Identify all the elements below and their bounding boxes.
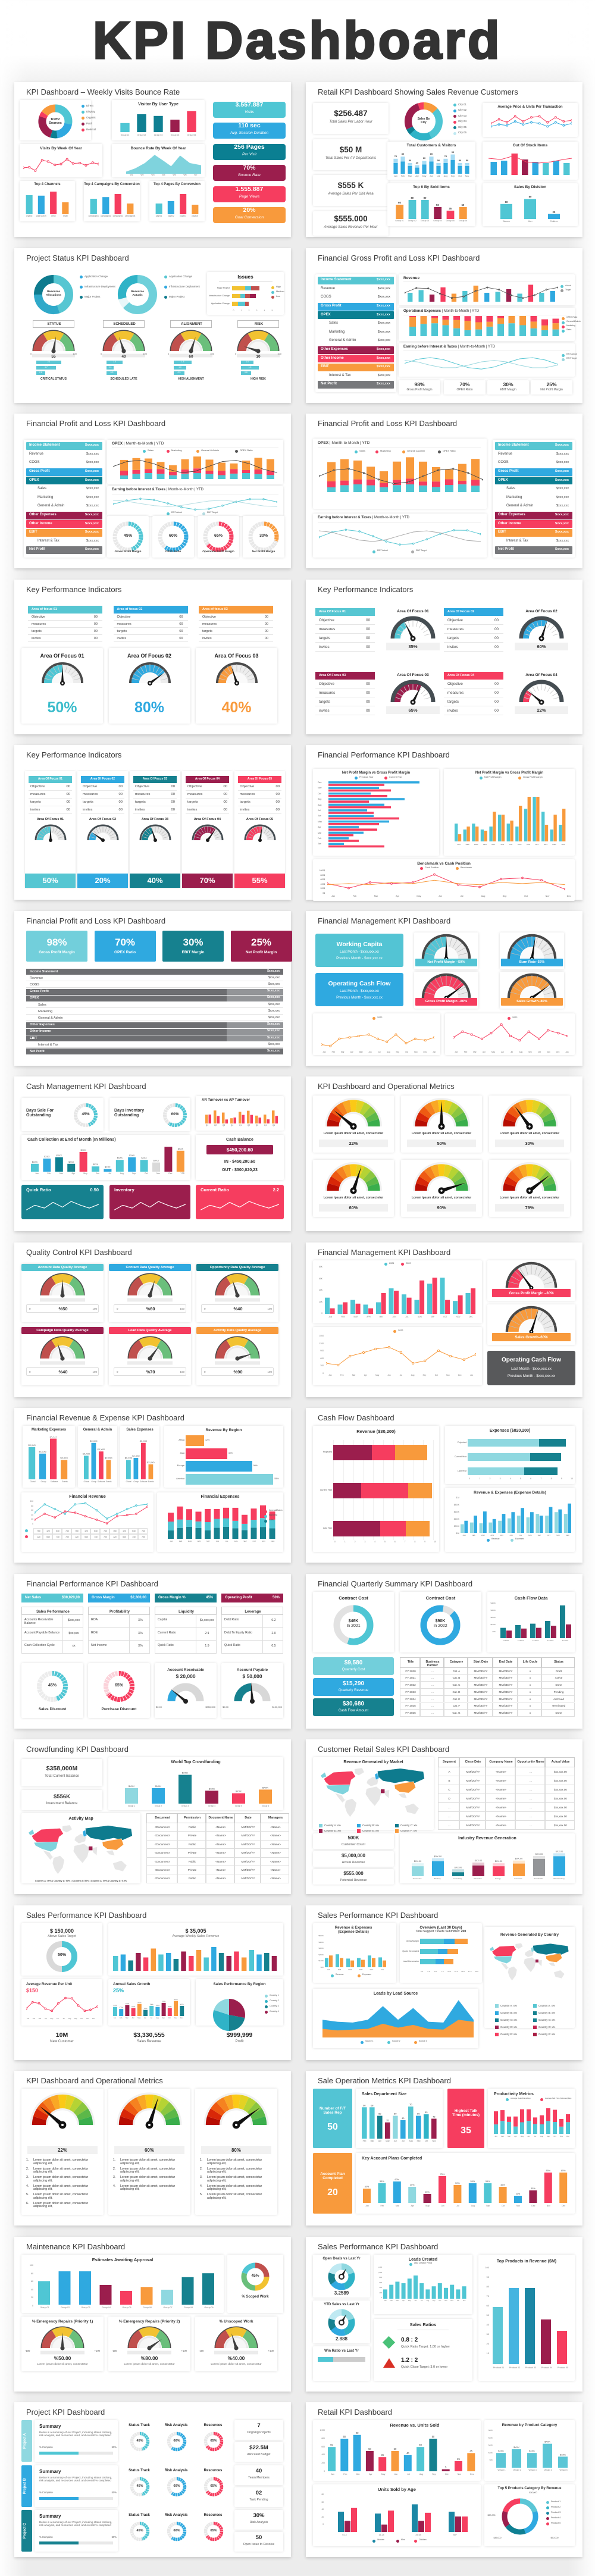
svg-text:$XXX: $XXX [105,1166,111,1169]
svg-text:$XXK: $XXK [262,1786,269,1789]
svg-text:$XXK: $XXK [544,2441,550,2443]
svg-text:XX%: XX% [174,1998,178,2001]
svg-text:75%: 75% [440,2173,445,2176]
svg-text:55%: 55% [380,2180,384,2183]
svg-text:$X,XX0: $X,XX0 [125,1457,132,1460]
svg-text:20%: 20% [516,2193,521,2195]
svg-text:50: 50 [368,2447,371,2450]
svg-text:XX%: XX% [150,2004,154,2006]
svg-text:40%: 40% [365,2186,369,2188]
svg-text:$X,XX0: $X,XX0 [83,1453,90,1455]
svg-text:$XXK: $XXK [513,2446,519,2449]
svg-text:$XX.00: $XX.00 [556,1850,563,1852]
svg-text:$X,XX0: $X,XX0 [105,1457,112,1460]
svg-text:$X,XX0: $X,XX0 [39,1451,46,1453]
svg-text:80: 80 [343,2436,346,2439]
svg-text:50: 50 [394,2447,397,2450]
svg-text:$XXX: $XXX [129,1154,135,1157]
svg-text:$XXX: $XXX [32,1161,38,1163]
svg-text:$XXX: $XXX [154,1160,159,1162]
svg-text:$XXK: $XXK [560,2453,566,2456]
svg-text:55%: 55% [486,2180,490,2183]
svg-text:XX%: XX% [131,2005,136,2008]
svg-text:$XXX: $XXX [178,1148,184,1150]
svg-text:43: 43 [433,2115,436,2118]
svg-text:$XX.00: $XX.00 [515,1858,522,1860]
svg-text:$XXX: $XXX [165,1145,171,1146]
svg-text:$XXK: $XXK [498,2450,504,2452]
svg-text:70: 70 [409,2103,412,2106]
svg-text:$X,XX0: $X,XX0 [50,1436,57,1438]
svg-text:XX%: XX% [120,2007,124,2009]
svg-text:$XXX: $XXX [141,1157,147,1159]
svg-text:35%: 35% [531,2187,536,2190]
svg-text:25%: 25% [425,2191,430,2193]
svg-text:85%: 85% [546,2170,550,2172]
svg-text:$XXX: $XXX [117,1157,123,1159]
svg-text:85%: 85% [561,2170,566,2172]
svg-text:XX%: XX% [126,2002,130,2005]
svg-text:45%: 45% [410,2184,415,2186]
svg-text:$X,XX0: $X,XX0 [29,1444,36,1447]
svg-text:40: 40 [402,2117,405,2120]
svg-text:$XXK: $XXK [182,1771,189,1774]
svg-text:53: 53 [425,2111,428,2114]
svg-text:XX%: XX% [180,2004,184,2006]
svg-text:$XX.00: $XX.00 [495,1860,502,1863]
svg-text:50%: 50% [455,2182,460,2184]
svg-text:90: 90 [356,2431,359,2434]
svg-text:35: 35 [386,2119,389,2122]
svg-text:$XXX: $XXX [68,1161,74,1163]
svg-text:55%: 55% [470,2180,475,2183]
svg-text:$X,XX0: $X,XX0 [98,1448,105,1451]
svg-text:$XX.00: $XX.00 [455,1866,462,1868]
svg-text:$X,XX0: $X,XX0 [147,1461,154,1464]
svg-text:45%: 45% [500,2184,505,2186]
svg-text:80: 80 [432,2436,435,2439]
svg-text:50: 50 [394,2112,397,2115]
svg-text:$X,XX0: $X,XX0 [90,1440,97,1442]
svg-text:$XXX: $XXX [93,1163,99,1166]
svg-text:50: 50 [378,2112,381,2115]
svg-text:25: 25 [457,2458,460,2461]
svg-text:5: 5 [445,2466,447,2469]
svg-text:$XX.00: $XX.00 [475,1860,482,1862]
svg-text:60: 60 [419,2443,422,2446]
svg-text:$XXK: $XXK [155,1785,162,1788]
svg-text:45: 45 [469,2449,472,2452]
svg-text:68: 68 [363,2104,366,2107]
svg-text:$XX.00: $XX.00 [414,1860,421,1863]
svg-text:$X,XX0: $X,XX0 [61,1457,68,1460]
svg-text:$XXK: $XXK [209,1787,215,1790]
svg-text:60: 60 [330,2443,333,2446]
svg-text:$X,XX0: $X,XX0 [132,1455,139,1457]
svg-text:XX%: XX% [156,2004,160,2007]
svg-text:$XX.00: $XX.00 [434,1855,441,1858]
svg-text:XX%: XX% [137,2001,142,2004]
svg-text:XX%: XX% [143,2007,148,2010]
svg-text:50: 50 [417,2112,420,2115]
svg-text:35: 35 [381,2453,384,2456]
svg-text:$XXK: $XXK [529,2450,535,2452]
svg-text:60%: 60% [394,2179,399,2181]
svg-text:XX%: XX% [113,2004,117,2007]
svg-text:$XXX: $XXX [44,1156,50,1158]
svg-text:$XX.00: $XX.00 [536,1853,543,1855]
svg-text:68: 68 [371,2104,374,2107]
svg-text:40: 40 [406,2452,409,2455]
svg-text:$XXK: $XXK [236,1790,242,1793]
svg-text:$XXK: $XXK [129,1785,135,1788]
svg-text:$XXX: $XXX [57,1154,62,1157]
svg-text:XX%: XX% [168,2005,172,2008]
svg-text:$XXX: $XXX [80,1149,86,1151]
svg-text:$X,XX0: $X,XX0 [140,1440,147,1442]
svg-text:XX%: XX% [162,2000,166,2002]
